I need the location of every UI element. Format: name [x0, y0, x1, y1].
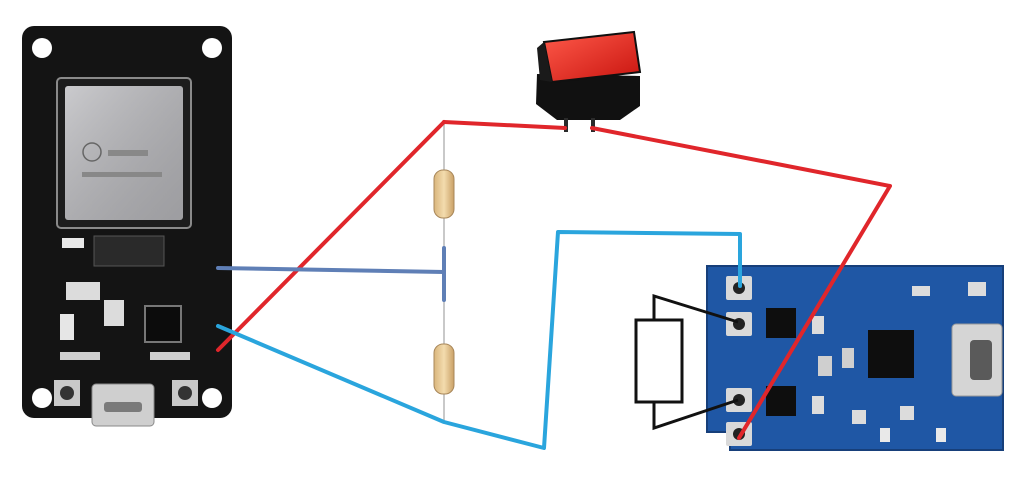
battery-lead-minus	[652, 293, 739, 324]
resistor-top	[433, 169, 455, 219]
mount-hole-icon	[32, 388, 52, 408]
wire-adc-d4	[216, 266, 446, 274]
boot-button-cap-icon[interactable]	[178, 386, 192, 400]
usb-uart-chip	[144, 305, 182, 343]
resistor-bottom	[433, 343, 455, 395]
module-marking	[108, 150, 148, 156]
smd-component	[150, 352, 190, 360]
smd-parts	[812, 282, 986, 442]
wires	[216, 120, 892, 450]
charger-pads	[726, 276, 752, 446]
module-marking	[82, 172, 162, 177]
regulator-area	[93, 235, 165, 267]
charger-module	[706, 265, 1004, 451]
smd-component	[104, 300, 124, 326]
wire-red-switch-to-out-plus	[590, 126, 892, 440]
switch-terminal	[564, 118, 568, 132]
mosfet-ic	[766, 386, 796, 416]
battery-lead-plus	[652, 398, 739, 431]
esp32-board	[22, 26, 232, 427]
led-2	[880, 428, 890, 442]
mount-hole-icon	[202, 38, 222, 58]
battery-body	[634, 318, 684, 404]
smd-component	[60, 352, 100, 360]
smd-capacitor	[912, 286, 930, 296]
smd-component	[60, 314, 74, 340]
smd-resistor	[812, 396, 824, 414]
resistor-body	[433, 169, 455, 219]
smd-capacitor	[842, 348, 854, 368]
battery-symbol	[634, 293, 739, 431]
wire-red-3v3-to-divider	[216, 120, 446, 352]
protection-ic	[766, 308, 796, 338]
charger-ic	[868, 330, 914, 378]
voltage-divider	[433, 122, 455, 420]
pad-hole-icon	[733, 394, 745, 406]
switch-terminal	[591, 118, 595, 132]
smd-component	[62, 238, 84, 248]
rocker-switch[interactable]	[536, 30, 642, 132]
switch-housing	[536, 74, 640, 120]
smd-resistor	[900, 406, 914, 420]
en-button-cap-icon[interactable]	[60, 386, 74, 400]
usb-socket-icon	[970, 340, 992, 380]
mount-hole-icon	[202, 388, 222, 408]
ce-mark-icon	[82, 142, 102, 162]
smd-capacitor	[968, 282, 986, 296]
switch-rocker[interactable]	[542, 30, 642, 84]
led-1	[936, 428, 946, 442]
smd-capacitor	[818, 356, 832, 376]
smd-resistor	[812, 316, 824, 334]
smd-resistor	[852, 410, 866, 424]
usb-socket-icon	[104, 402, 142, 412]
wire-blue-ground	[216, 230, 742, 450]
mount-hole-icon	[32, 38, 52, 58]
smd-chip	[66, 282, 100, 300]
resistor-body	[433, 343, 455, 395]
wire-red-divider-to-switch	[442, 120, 567, 130]
switch-bezel	[537, 42, 552, 82]
